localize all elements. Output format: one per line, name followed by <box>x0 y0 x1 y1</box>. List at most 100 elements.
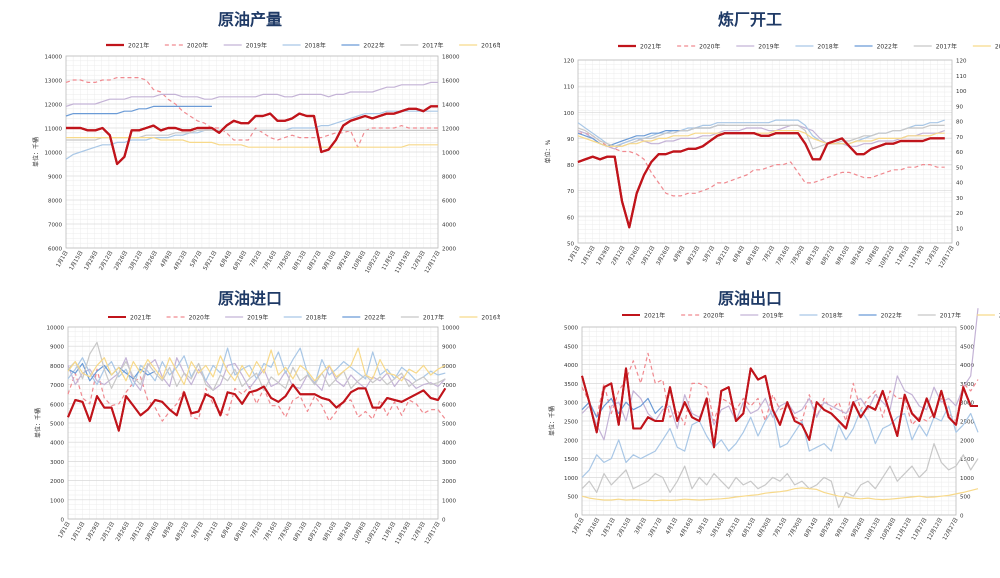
y-tick-label-right: 2000 <box>442 247 456 253</box>
y-axis-label: 单位：千桶 <box>32 137 40 167</box>
y-tick-label-right: 6000 <box>442 199 456 205</box>
x-tick-label: 8月13日 <box>804 245 821 267</box>
x-tick-label: 6月18日 <box>233 521 250 543</box>
x-tick-label: 9月10日 <box>834 245 851 267</box>
y-tick-label-right: 10 <box>956 226 963 232</box>
x-tick-label: 3月26日 <box>142 250 159 272</box>
x-tick-label: 5月21日 <box>202 250 219 272</box>
x-tick-label: 8月29日 <box>818 517 835 539</box>
x-tick-label: 3月26日 <box>655 245 672 267</box>
x-tick-label: 9月28日 <box>849 517 866 539</box>
y-tick-label-left: 10000 <box>45 151 63 157</box>
y-tick-label-left: 8000 <box>48 199 62 205</box>
x-tick-label: 10月8日 <box>351 521 368 543</box>
series-line <box>65 105 212 117</box>
x-tick-label: 1月15日 <box>580 245 597 267</box>
y-tick-label-right: 0 <box>960 514 964 520</box>
x-tick-label: 5月7日 <box>190 521 205 540</box>
y-tick-label-right: 1000 <box>442 498 456 504</box>
x-tick-label: 1月29日 <box>85 521 102 543</box>
series-line <box>577 124 945 150</box>
y-tick-label-left: 4500 <box>564 344 578 350</box>
x-tick-label: 10月8日 <box>351 250 368 272</box>
x-tick-label: 3月2日 <box>633 517 648 536</box>
y-tick-label-right: 8000 <box>442 175 456 181</box>
legend-label: 2021年 <box>128 41 149 49</box>
series-line-highlight <box>66 105 438 166</box>
x-tick-label: 5月21日 <box>203 521 220 543</box>
series-line <box>67 347 446 388</box>
y-tick-label-left: 500 <box>568 495 579 501</box>
y-tick-label-right: 20 <box>956 211 963 217</box>
x-tick-label: 4月1日 <box>664 517 679 536</box>
series-line <box>581 405 979 478</box>
x-tick-label: 6月18日 <box>231 250 248 272</box>
x-tick-label: 3月26日 <box>144 521 161 543</box>
legend-label: 2020年 <box>189 313 210 321</box>
y-tick-label-left: 100 <box>564 111 575 117</box>
y-tick-label-right: 8000 <box>442 364 456 370</box>
series-line <box>67 347 446 386</box>
y-tick-label-left: 13000 <box>45 79 63 85</box>
x-tick-label: 3月12日 <box>129 521 146 543</box>
y-tick-label-right: 120 <box>956 59 967 65</box>
x-tick-label: 9月24日 <box>336 250 353 272</box>
series-line <box>581 443 979 509</box>
x-tick-label: 7月2日 <box>248 250 263 269</box>
legend-label: 2021年 <box>130 313 151 321</box>
y-tick-label-right: 70 <box>956 135 963 141</box>
x-tick-label: 6月4日 <box>219 521 234 540</box>
y-tick-label-right: 7000 <box>442 383 456 389</box>
x-tick-label: 5月7日 <box>701 245 716 264</box>
y-tick-label-right: 0 <box>442 518 446 524</box>
y-tick-label-right: 5000 <box>960 326 974 332</box>
x-tick-label: 8月14日 <box>803 517 820 539</box>
y-tick-label-right: 4000 <box>960 363 974 369</box>
x-tick-label: 6月15日 <box>740 517 757 539</box>
series-line-highlight <box>67 383 447 432</box>
x-tick-label: 4月23日 <box>685 245 702 267</box>
x-tick-label: 7月16日 <box>262 521 279 543</box>
x-tick-label: 12月3日 <box>410 250 427 272</box>
plot-frame <box>577 59 953 244</box>
series-line-highlight <box>577 132 945 229</box>
series-line-highlight <box>581 367 978 449</box>
y-tick-label-right: 5000 <box>442 422 456 428</box>
x-tick-label: 6月18日 <box>744 245 761 267</box>
x-tick-label: 4月9日 <box>160 521 175 540</box>
legend-label: 2019年 <box>246 41 267 49</box>
legend-label: 2022年 <box>881 311 902 319</box>
series-line <box>67 341 446 392</box>
legend-label: 2022年 <box>877 42 898 50</box>
series-line <box>65 81 438 107</box>
y-tick-label-left: 50 <box>567 242 574 248</box>
legend-label: 2020年 <box>699 42 720 50</box>
x-tick-label: 1月15日 <box>68 250 85 272</box>
x-tick-label: 2月12日 <box>99 521 116 543</box>
x-tick-label: 5月21日 <box>715 245 732 267</box>
x-tick-label: 1月29日 <box>83 250 100 272</box>
x-tick-label: 5月31日 <box>725 517 742 539</box>
legend-label: 2018年 <box>817 42 838 50</box>
y-tick-label-left: 9000 <box>48 175 62 181</box>
y-tick-label-left: 70 <box>567 189 574 195</box>
y-tick-label-left: 9000 <box>50 345 64 351</box>
y-tick-label-right: 18000 <box>442 55 460 61</box>
legend-label: 2018年 <box>305 41 326 49</box>
y-tick-label-right: 80 <box>956 120 963 126</box>
x-tick-label: 7月30日 <box>276 250 293 272</box>
y-tick-label-left: 5000 <box>564 326 578 332</box>
x-tick-label: 7月30日 <box>787 517 804 539</box>
x-tick-label: 11月5日 <box>381 521 398 543</box>
y-tick-label-left: 90 <box>567 137 574 143</box>
legend-label: 2016年 <box>481 313 500 321</box>
legend-label: 2018年 <box>821 311 842 319</box>
series-line <box>577 130 945 147</box>
y-tick-label-left: 7000 <box>50 383 64 389</box>
series-line <box>66 137 438 148</box>
x-tick-label: 2月26日 <box>112 250 129 272</box>
y-tick-label-left: 110 <box>564 85 575 91</box>
x-tick-label: 4月23日 <box>173 521 190 543</box>
x-tick-label: 1月15日 <box>70 521 87 543</box>
y-tick-label-right: 500 <box>960 495 971 501</box>
